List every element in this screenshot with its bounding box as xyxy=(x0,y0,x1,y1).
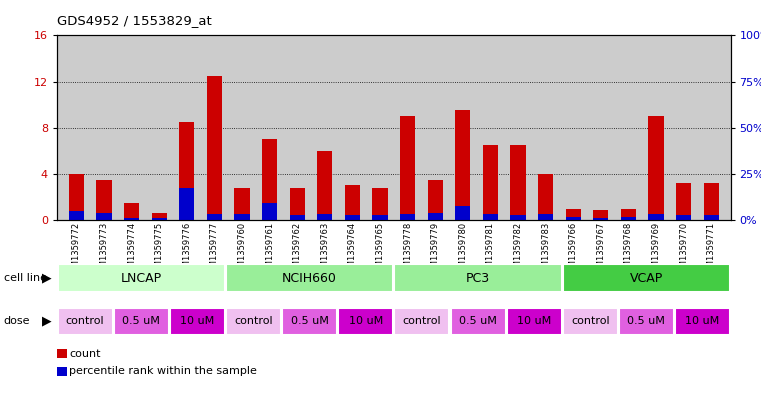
Bar xyxy=(151,219,167,220)
Bar xyxy=(179,122,194,220)
Text: control: control xyxy=(65,316,104,326)
Bar xyxy=(704,215,719,220)
Bar xyxy=(68,211,84,220)
Text: GDS4952 / 1553829_at: GDS4952 / 1553829_at xyxy=(57,14,212,27)
Bar xyxy=(170,308,225,335)
Bar xyxy=(400,116,416,220)
Bar xyxy=(226,264,393,292)
Bar xyxy=(676,215,691,220)
Bar xyxy=(562,264,730,292)
Text: LNCAP: LNCAP xyxy=(121,272,162,285)
Bar xyxy=(538,174,553,220)
Bar xyxy=(428,180,443,220)
Bar xyxy=(68,174,84,220)
Bar xyxy=(317,151,333,220)
Bar xyxy=(511,215,526,220)
Text: 0.5 uM: 0.5 uM xyxy=(459,316,497,326)
Bar xyxy=(507,308,562,335)
Bar xyxy=(428,213,443,220)
Bar xyxy=(562,308,618,335)
Text: NCIH660: NCIH660 xyxy=(282,272,337,285)
Bar xyxy=(455,110,470,220)
Bar xyxy=(345,215,360,220)
Text: 0.5 uM: 0.5 uM xyxy=(291,316,329,326)
Bar xyxy=(151,213,167,220)
Bar xyxy=(455,206,470,220)
Bar xyxy=(704,183,719,220)
Bar xyxy=(594,210,609,220)
Bar xyxy=(482,214,498,220)
Text: VCAP: VCAP xyxy=(630,272,663,285)
Bar xyxy=(262,139,277,220)
Bar xyxy=(207,76,222,220)
Text: 0.5 uM: 0.5 uM xyxy=(627,316,665,326)
Bar xyxy=(648,116,664,220)
Text: control: control xyxy=(571,316,610,326)
Bar xyxy=(226,308,281,335)
Text: 10 uM: 10 uM xyxy=(349,316,383,326)
Text: dose: dose xyxy=(4,316,30,326)
Text: control: control xyxy=(403,316,441,326)
Bar xyxy=(58,264,225,292)
Text: ▶: ▶ xyxy=(42,272,52,285)
Bar xyxy=(675,308,730,335)
Text: control: control xyxy=(234,316,273,326)
Bar xyxy=(124,218,139,220)
Text: 10 uM: 10 uM xyxy=(517,316,551,326)
Bar xyxy=(621,209,636,220)
Bar xyxy=(290,188,305,220)
Bar xyxy=(621,217,636,220)
Text: ▶: ▶ xyxy=(42,315,52,328)
Text: percentile rank within the sample: percentile rank within the sample xyxy=(69,366,257,376)
Bar xyxy=(97,213,112,220)
Bar xyxy=(394,308,450,335)
Text: PC3: PC3 xyxy=(466,272,490,285)
Bar xyxy=(648,214,664,220)
Bar xyxy=(345,185,360,220)
Text: 0.5 uM: 0.5 uM xyxy=(123,316,161,326)
Bar xyxy=(511,145,526,220)
Bar xyxy=(565,217,581,220)
Bar xyxy=(451,308,505,335)
Bar xyxy=(372,215,387,220)
Bar xyxy=(482,145,498,220)
Bar xyxy=(317,214,333,220)
Bar xyxy=(282,308,337,335)
Bar xyxy=(619,308,674,335)
Bar xyxy=(338,308,393,335)
Text: 10 uM: 10 uM xyxy=(686,316,720,326)
Bar xyxy=(234,214,250,220)
Bar xyxy=(58,308,113,335)
Bar xyxy=(234,188,250,220)
Bar xyxy=(262,203,277,220)
Text: cell line: cell line xyxy=(4,273,47,283)
Bar xyxy=(124,203,139,220)
Bar xyxy=(400,214,416,220)
Bar xyxy=(594,218,609,220)
Bar xyxy=(538,214,553,220)
Bar xyxy=(676,183,691,220)
Bar xyxy=(372,188,387,220)
Bar xyxy=(394,264,562,292)
Text: 10 uM: 10 uM xyxy=(180,316,215,326)
Text: count: count xyxy=(69,349,100,359)
Bar xyxy=(207,214,222,220)
Bar xyxy=(97,180,112,220)
Bar xyxy=(113,308,169,335)
Bar xyxy=(179,188,194,220)
Bar xyxy=(565,209,581,220)
Bar xyxy=(290,215,305,220)
